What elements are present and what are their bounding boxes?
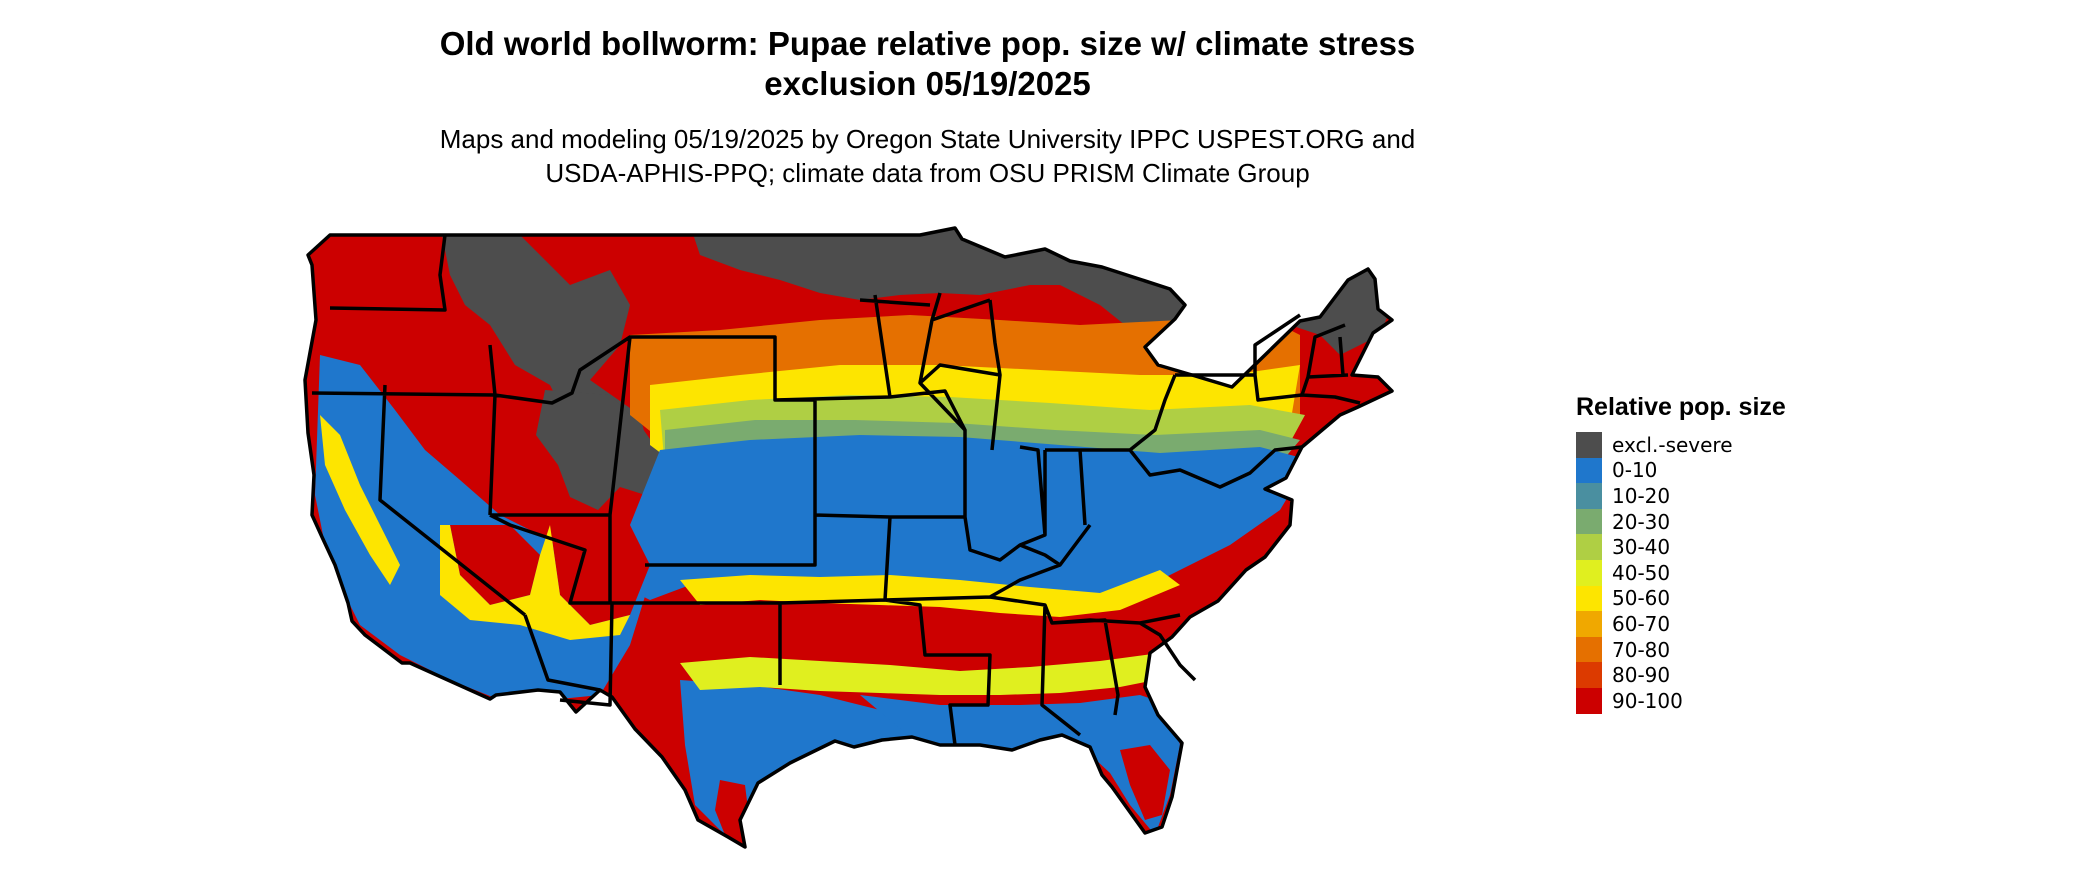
legend-swatch [1576, 662, 1602, 688]
legend-items: excl.-severe 0-10 10-20 20-30 30-40 40-50 50-6… [1576, 432, 1786, 714]
zone-0-10-gulf-coast [860, 695, 1180, 835]
legend-label: 70-80 [1612, 637, 1671, 662]
zone-40-50-south [680, 653, 1180, 695]
population-zones [305, 228, 1392, 847]
legend-item: 70-80 [1576, 636, 1786, 663]
legend-item: 90-100 [1576, 687, 1786, 714]
subtitle-line-1: Maps and modeling 05/19/2025 by Oregon S… [439, 124, 1416, 154]
title-line-2: exclusion 05/19/2025 [764, 65, 1091, 102]
legend-label: 30-40 [1612, 535, 1671, 560]
legend-label: 20-30 [1612, 509, 1671, 534]
zone-90-100-southwest-1 [450, 525, 540, 605]
legend-swatch [1576, 636, 1602, 663]
legend-swatch [1576, 508, 1602, 535]
legend-item: 10-20 [1576, 483, 1786, 509]
us-population-map [303, 226, 1394, 849]
legend-label: 80-90 [1612, 663, 1671, 688]
legend-label: 40-50 [1612, 560, 1671, 585]
zone-50-60-california [320, 415, 400, 585]
legend-item: excl.-severe [1576, 432, 1786, 458]
legend-item: 40-50 [1576, 559, 1786, 586]
legend-item: 80-90 [1576, 662, 1786, 688]
title-line-1: Old world bollworm: Pupae relative pop. … [439, 25, 1416, 62]
zone-excl-colorado [536, 390, 665, 510]
legend-swatch [1576, 559, 1602, 586]
legend: Relative pop. size excl.-severe 0-10 10-20… [1576, 393, 1786, 714]
legend-label: excl.-severe [1612, 432, 1733, 457]
zone-90-100-florida [1120, 745, 1170, 820]
legend-label: 60-70 [1612, 611, 1671, 636]
legend-label: 0-10 [1612, 458, 1658, 483]
legend-item: 50-60 [1576, 585, 1786, 612]
map-title: Old world bollworm: Pupae relative pop. … [0, 24, 1855, 104]
legend-swatch [1576, 483, 1602, 509]
legend-label: 90-100 [1612, 688, 1683, 713]
legend-swatch [1576, 687, 1602, 714]
map-subtitle: Maps and modeling 05/19/2025 by Oregon S… [0, 122, 1855, 190]
legend-item: 60-70 [1576, 611, 1786, 637]
zone-90-100-southwest-2 [550, 525, 650, 625]
legend-swatch [1576, 432, 1602, 458]
legend-label: 50-60 [1612, 586, 1671, 611]
legend-title: Relative pop. size [1576, 393, 1786, 421]
state-borders [303, 226, 1394, 849]
legend-item: 0-10 [1576, 457, 1786, 484]
legend-item: 30-40 [1576, 534, 1786, 560]
zone-50-60-south [680, 570, 1180, 617]
legend-swatch [1576, 534, 1602, 560]
legend-swatch [1576, 585, 1602, 612]
legend-label: 10-20 [1612, 483, 1671, 508]
legend-item: 20-30 [1576, 508, 1786, 535]
legend-swatch [1576, 457, 1602, 484]
subtitle-line-2: USDA-APHIS-PPQ; climate data from OSU PR… [545, 158, 1310, 188]
zone-50-60-southwest [440, 525, 630, 640]
legend-swatch [1576, 611, 1602, 637]
